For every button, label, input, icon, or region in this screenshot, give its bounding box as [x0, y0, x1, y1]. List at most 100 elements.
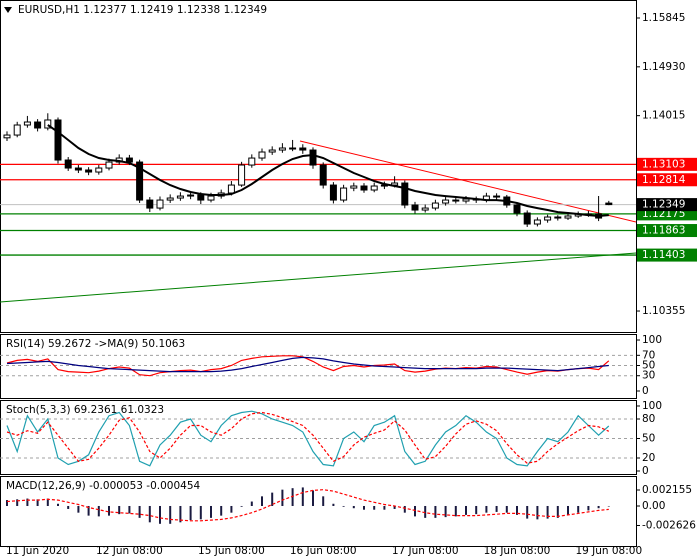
histogram-bar [261, 496, 263, 506]
candle-body [370, 185, 378, 191]
stoch-frame [0, 400, 637, 475]
x-tick-label: 18 Jun 08:00 [484, 545, 551, 557]
histogram-bar [301, 487, 304, 506]
histogram-bar [332, 503, 335, 506]
candle-body [452, 199, 460, 202]
histogram-bar [546, 505, 549, 519]
candle-body [34, 121, 42, 129]
candle-body [278, 147, 286, 151]
candle-body [3, 134, 11, 139]
histogram-bar [240, 505, 243, 507]
trend-line [0, 252, 637, 303]
histogram-bar [516, 505, 518, 515]
candle-body [85, 169, 93, 173]
histogram-bar [169, 505, 172, 524]
candle-body [23, 121, 31, 126]
y-tick-label: 70 [642, 349, 655, 361]
rsi-frame [0, 334, 637, 399]
histogram-bar [373, 505, 376, 510]
candle-body [105, 161, 113, 169]
histogram-bar [567, 505, 569, 515]
y-tick-label: 50 [642, 360, 655, 372]
level-label: 1.12814 [642, 174, 686, 186]
histogram-bar [271, 492, 274, 506]
histogram-bar [312, 490, 314, 506]
indicator-line [6, 489, 609, 522]
histogram-bar [6, 500, 8, 506]
moving-average [47, 124, 609, 218]
candle-body [197, 194, 205, 201]
y-tick-label: 1.15845 [642, 12, 685, 24]
histogram-bar [291, 488, 294, 506]
candle-body [146, 199, 154, 209]
histogram-bar [505, 505, 508, 513]
candle-body [95, 167, 103, 173]
histogram-bar [281, 489, 284, 506]
panel-title: EURUSD,H1 1.12377 1.12419 1.12338 1.1234… [18, 4, 267, 16]
candle-body [156, 199, 164, 209]
candle-body [533, 219, 541, 225]
candle-body [605, 202, 613, 206]
y-tick-label: 100 [642, 334, 662, 346]
candle-body [340, 187, 348, 201]
histogram-bar [454, 505, 457, 517]
candle-body [513, 204, 521, 214]
candle-body [289, 147, 297, 150]
candle-body [523, 212, 531, 225]
candle-body [268, 149, 276, 153]
candle-body [319, 164, 327, 186]
y-tick-label: 1.14930 [642, 61, 685, 73]
histogram-bar [220, 505, 223, 516]
y-tick-label: 80 [642, 413, 655, 425]
x-tick-label: 12 Jun 08:00 [96, 545, 163, 557]
histogram-bar [342, 505, 345, 507]
main-frame [0, 0, 637, 333]
candle-body [329, 184, 337, 201]
x-tick-label: 17 Jun 08:00 [392, 545, 459, 557]
y-tick-label: 30 [642, 370, 655, 382]
bid-label-box [637, 198, 697, 212]
candle-body [309, 149, 317, 166]
candle-body [166, 197, 174, 201]
histogram-bar [403, 505, 406, 513]
histogram-bar [495, 505, 498, 512]
bid-label: 1.12349 [642, 199, 685, 211]
x-tick-label: 15 Jun 08:00 [198, 545, 265, 557]
histogram-bar [67, 505, 70, 509]
level-label-box [637, 224, 697, 238]
histogram-bar [87, 505, 90, 516]
histogram-bar [26, 498, 29, 506]
candle-body [564, 215, 572, 219]
level-label: 1.11863 [642, 225, 685, 237]
indicator-line [6, 356, 609, 373]
histogram-bar [97, 505, 100, 517]
histogram-bar [199, 505, 202, 520]
indicator-line [6, 411, 610, 464]
x-tick-label: 11 Jun 2020 [6, 545, 69, 557]
histogram-bar [393, 505, 396, 509]
candle-body [64, 159, 72, 169]
histogram-bar [322, 496, 325, 506]
histogram-bar [189, 505, 192, 521]
y-tick-label: 0.00 [642, 500, 665, 512]
candle-body [207, 195, 215, 201]
panel-title: Stoch(5,3,3) 69.2361 61.0323 [6, 404, 164, 416]
y-tick-label: -0.002626 [642, 519, 696, 531]
histogram-bar [424, 505, 427, 518]
histogram-bar [179, 505, 182, 523]
histogram-bar [383, 505, 386, 510]
histogram-bar [352, 505, 355, 509]
histogram-bar [16, 499, 19, 506]
candle-body [54, 119, 62, 161]
histogram-bar [434, 505, 437, 518]
histogram-bar [475, 505, 478, 515]
level-label-box [637, 157, 697, 171]
candle-body [44, 119, 52, 129]
level-label: 1.11403 [642, 249, 685, 261]
candle-body [187, 194, 195, 197]
histogram-bar [148, 505, 151, 523]
x-tick-label: 19 Jun 08:00 [575, 545, 642, 557]
y-tick-label: 100 [642, 400, 662, 412]
symbol-menu-icon[interactable] [4, 7, 12, 13]
histogram-bar [250, 501, 253, 506]
